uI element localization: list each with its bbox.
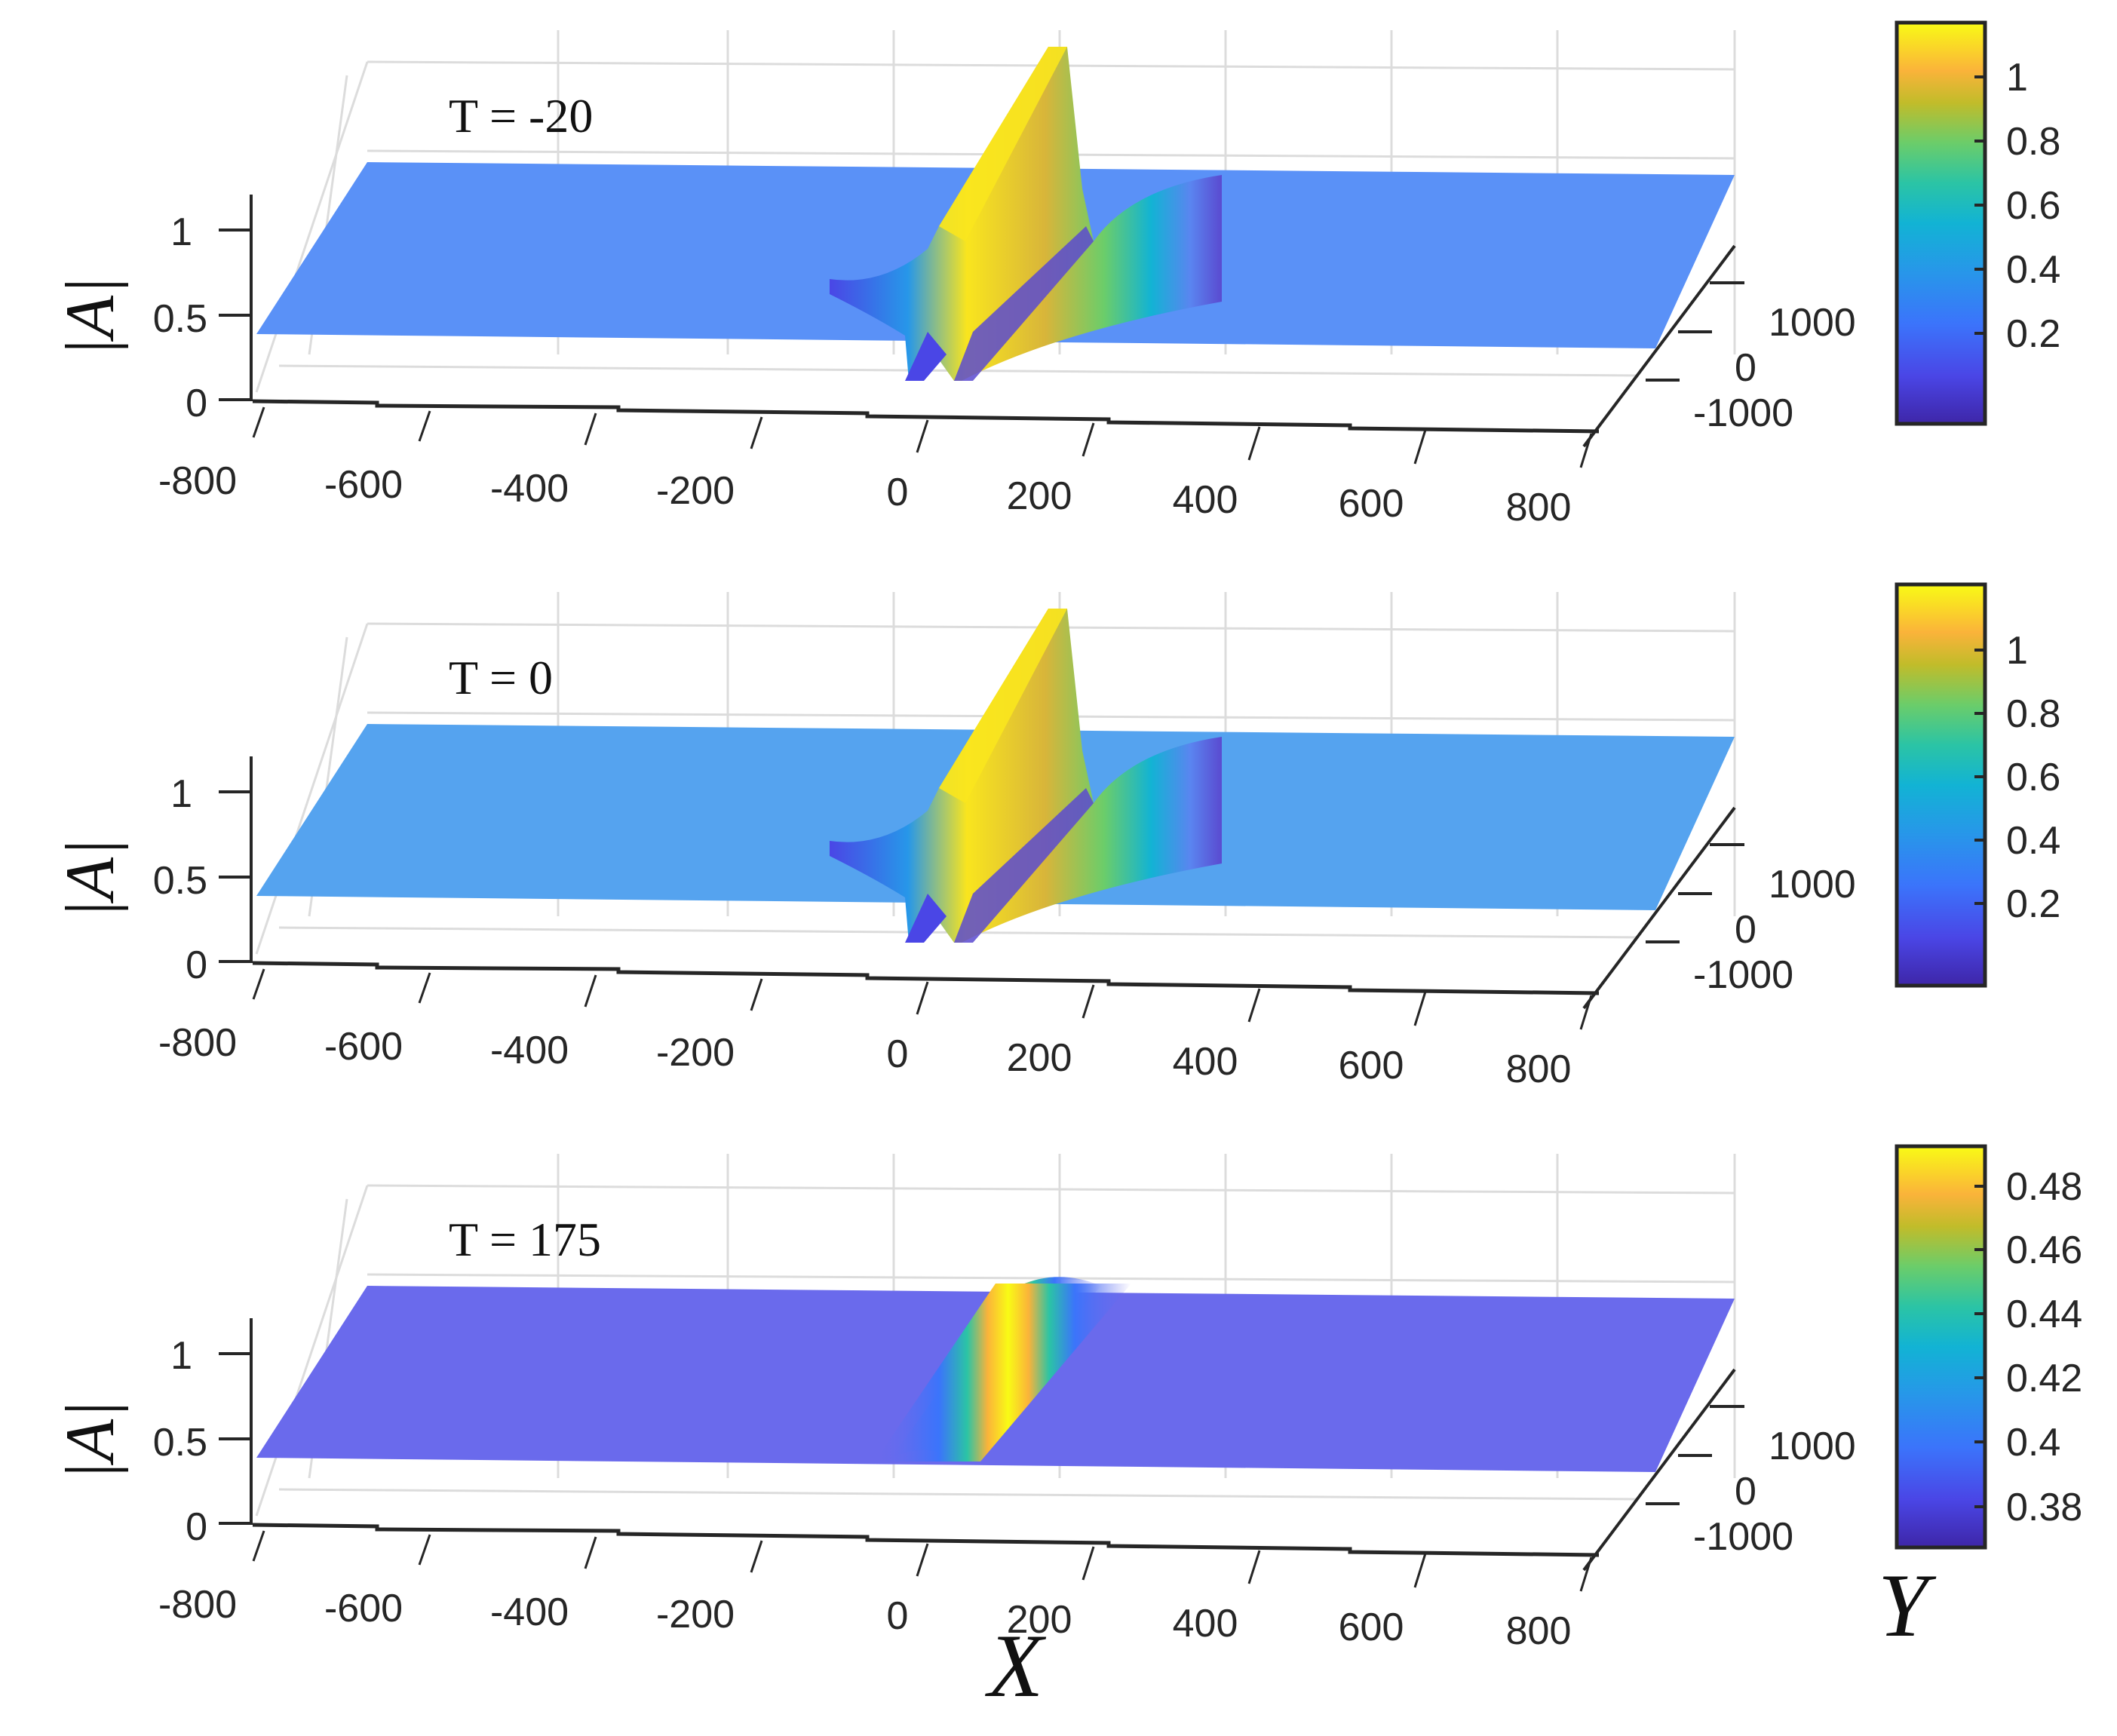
- z-tick-0.5: 0.5: [153, 859, 207, 903]
- x-tick-label: -800: [158, 1021, 237, 1065]
- y-tick-label: -1000: [1693, 953, 1793, 997]
- y-axis: [1582, 806, 1744, 1010]
- x-tick-label: 600: [1339, 482, 1404, 526]
- soliton-ridge: [830, 609, 1222, 943]
- colorbar-tick-label: 0.8: [2006, 692, 2060, 736]
- colorbar: [1895, 20, 1987, 426]
- x-tick-label: 0: [887, 1594, 909, 1638]
- z-axis-title: |A|: [51, 1400, 128, 1481]
- colorbar-tick-label: 0.8: [2006, 120, 2060, 164]
- x-tick-label: -200: [656, 1593, 735, 1636]
- surface-plot-panel-3: 1 0.5 0 |A| -800 -600 -400 -200 0 20: [0, 1124, 2117, 1685]
- colorbar-tick-label: 0.48: [2006, 1165, 2082, 1209]
- x-tick-label: 400: [1173, 1602, 1238, 1646]
- x-tick-label: 600: [1339, 1606, 1404, 1649]
- soliton-bump: [875, 1277, 1131, 1461]
- z-tick-0: 0: [186, 1505, 207, 1549]
- x-axis: [252, 961, 1600, 995]
- colorbar-tick-label: 0.4: [2006, 819, 2060, 863]
- colorbar-tick-label: 0.6: [2006, 756, 2060, 799]
- y-axis: [1582, 244, 1744, 448]
- x-tick-label: -400: [490, 467, 569, 511]
- colorbar-ticks: 0.48 0.46 0.44 0.42 0.4 0.38: [1974, 1165, 2082, 1529]
- x-tick-label: -600: [324, 463, 403, 507]
- colorbar-tick-label: 0.6: [2006, 184, 2060, 228]
- x-axis-ticks: [252, 968, 1593, 1030]
- y-tick-label: 0: [1735, 346, 1756, 390]
- z-tick-1: 1: [170, 210, 192, 254]
- colorbar-tick-label: 0.4: [2006, 1421, 2060, 1465]
- colorbar: [1895, 582, 1987, 988]
- x-tick-label: -800: [158, 459, 237, 503]
- x-tick-label: 0: [887, 1032, 909, 1076]
- surface-plot-panel-1: 1 0.5 0 |A| -800 -600 -400 -200 0 20: [0, 0, 2117, 562]
- x-tick-label: -400: [490, 1029, 569, 1072]
- y-tick-label: 1000: [1769, 863, 1856, 906]
- colorbar-tick-label: 0.42: [2006, 1357, 2082, 1400]
- x-tick-label: 600: [1339, 1044, 1404, 1087]
- x-axis-ticks: [252, 1530, 1593, 1592]
- colorbar-tick-label: 1: [2006, 56, 2028, 100]
- x-axis: [252, 1523, 1600, 1557]
- x-tick-label: -200: [656, 1031, 735, 1075]
- z-axis: [219, 1318, 253, 1525]
- z-axis: [219, 756, 253, 963]
- colorbar-tick-label: 0.2: [2006, 882, 2060, 926]
- x-axis-title: X: [988, 1615, 1044, 1716]
- time-label: T = 0: [449, 651, 553, 704]
- colorbar-tick-label: 0.44: [2006, 1293, 2082, 1336]
- x-tick-label: 200: [1007, 474, 1072, 518]
- y-tick-label: 0: [1735, 908, 1756, 952]
- colorbar-tick-label: 0.38: [2006, 1486, 2082, 1529]
- z-axis: [219, 195, 253, 401]
- x-tick-label: 800: [1506, 1047, 1572, 1091]
- x-tick-label: -600: [324, 1025, 403, 1069]
- x-tick-label: -600: [324, 1587, 403, 1630]
- x-tick-label: -200: [656, 469, 735, 513]
- x-tick-label: -800: [158, 1583, 237, 1627]
- x-tick-label: 800: [1506, 486, 1572, 529]
- y-tick-label: -1000: [1693, 391, 1793, 435]
- x-tick-label: 400: [1173, 1040, 1238, 1084]
- time-label: T = -20: [449, 89, 593, 143]
- z-tick-1: 1: [170, 772, 192, 816]
- colorbar: [1895, 1144, 1987, 1550]
- y-tick-label: 0: [1735, 1470, 1756, 1514]
- z-axis-title: |A|: [51, 277, 128, 357]
- z-tick-0: 0: [186, 943, 207, 987]
- colorbar-ticks: 1 0.8 0.6 0.4 0.2: [1974, 629, 2060, 926]
- surface-plot: 1 0.5 0 |A| -800 -600 -400 -200 0 20: [51, 582, 2060, 1091]
- z-tick-0.5: 0.5: [153, 1421, 207, 1465]
- x-tick-label: 400: [1173, 478, 1238, 522]
- surface-plot-panel-2: 1 0.5 0 |A| -800 -600 -400 -200 0 20: [0, 562, 2117, 1124]
- soliton-ridge: [830, 47, 1222, 381]
- y-tick-label: -1000: [1693, 1515, 1793, 1559]
- colorbar-tick-label: 0.2: [2006, 312, 2060, 356]
- x-tick-label: 0: [887, 471, 909, 514]
- y-tick-label: 1000: [1769, 301, 1856, 345]
- x-tick-label: 200: [1007, 1036, 1072, 1080]
- x-tick-label: 800: [1506, 1609, 1572, 1653]
- surface-plot: 1 0.5 0 |A| -800 -600 -400 -200 0 20: [51, 20, 2060, 529]
- y-axis: [1582, 1368, 1744, 1572]
- x-axis: [252, 399, 1600, 434]
- z-axis-title: |A|: [51, 839, 128, 919]
- z-tick-0.5: 0.5: [153, 297, 207, 341]
- y-axis-title: Y: [1878, 1555, 1928, 1655]
- z-tick-0: 0: [186, 382, 207, 425]
- time-label: T = 175: [449, 1213, 601, 1266]
- y-tick-label: 1000: [1769, 1425, 1856, 1468]
- colorbar-tick-label: 0.46: [2006, 1228, 2082, 1272]
- x-tick-label: 200: [1007, 1598, 1072, 1642]
- colorbar-ticks: 1 0.8 0.6 0.4 0.2: [1974, 56, 2060, 356]
- surface-plot: 1 0.5 0 |A| -800 -600 -400 -200 0 20: [51, 1144, 2082, 1653]
- x-tick-label: -400: [490, 1590, 569, 1634]
- z-tick-1: 1: [170, 1334, 192, 1378]
- colorbar-tick-label: 0.4: [2006, 248, 2060, 292]
- colorbar-tick-label: 1: [2006, 629, 2028, 673]
- x-axis-ticks: [252, 406, 1593, 468]
